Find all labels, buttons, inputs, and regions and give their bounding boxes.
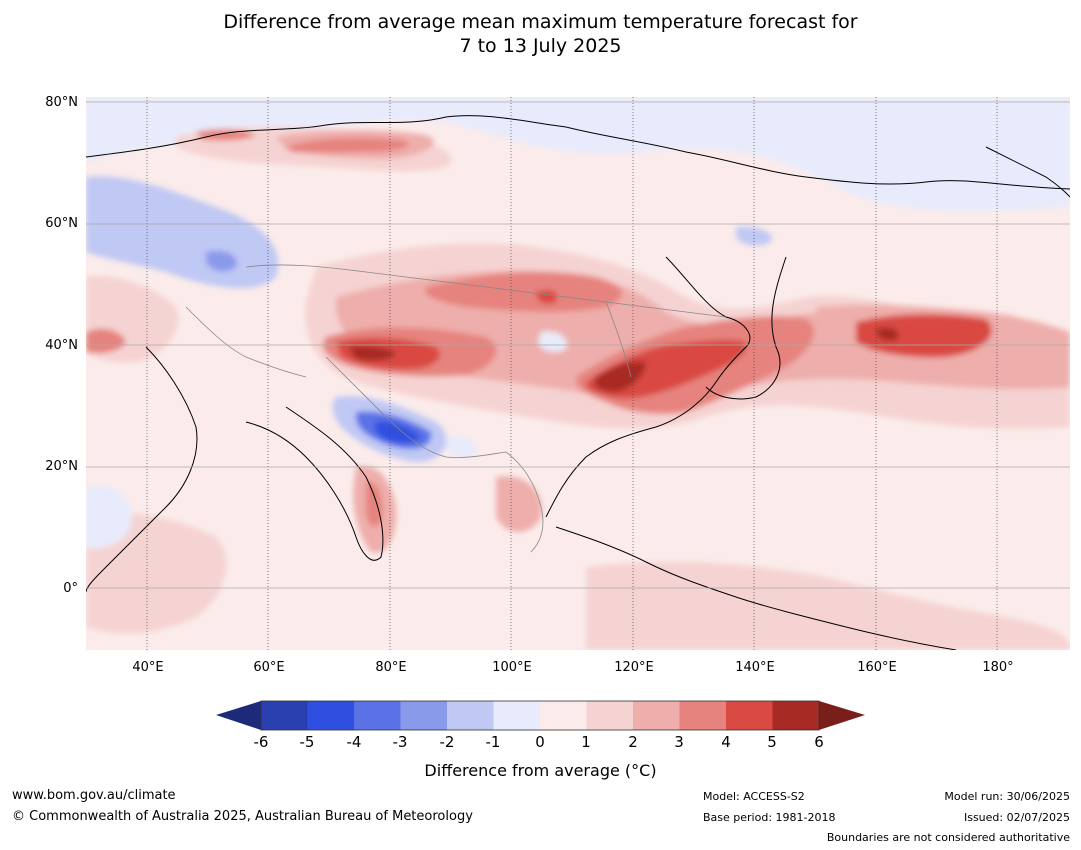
- hot-core-pacific: [876, 327, 899, 341]
- cool-sea-okhotsk: [736, 226, 772, 246]
- hot-caspian: [86, 328, 126, 354]
- warm-southeast-asia: [496, 476, 542, 532]
- hot-center-tibet: [348, 345, 396, 361]
- colorbar-tick: -2: [439, 733, 455, 751]
- colorbar-tick: -5: [299, 733, 315, 751]
- colorbar-bin-2-3: [633, 701, 680, 730]
- colorbar-bin-5-6: [772, 701, 819, 730]
- lon-label-40e: 40°E: [132, 660, 164, 675]
- colorbar-tick: 1: [581, 733, 591, 751]
- colorbar-tick: 0: [535, 733, 545, 751]
- colorbar-bin-neg2-neg1: [447, 701, 494, 730]
- colorbar-bin-3-4: [679, 701, 726, 730]
- cool-core-west-russia: [206, 250, 237, 272]
- colorbar-bin-0-1: [540, 701, 587, 730]
- colorbar-bin-4-5: [726, 701, 773, 730]
- hot-north-pacific: [856, 314, 992, 358]
- cool-arabian-patch: [86, 486, 132, 549]
- forecast-map[interactable]: [86, 97, 1070, 650]
- cool-region-east-siberia: [656, 127, 1070, 202]
- colorbar-tick: 5: [767, 733, 777, 751]
- lon-label-180: 180°: [982, 660, 1014, 675]
- website-link[interactable]: www.bom.gov.au/climate: [12, 788, 176, 803]
- colorbar-arrow-high: [819, 701, 865, 730]
- warm-indonesia: [586, 561, 1070, 650]
- colorbar: [216, 700, 865, 731]
- model-run-date: Model run: 30/06/2025: [944, 790, 1070, 803]
- colorbar-tick: 3: [674, 733, 684, 751]
- colorbar-outline: [260, 700, 820, 731]
- map-title: Difference from average mean maximum tem…: [0, 10, 1081, 58]
- colorbar-tick: -1: [485, 733, 501, 751]
- temperature-anomaly-field: [86, 97, 1070, 650]
- colorbar-tick: 4: [721, 733, 731, 751]
- warm-band-north-3: [286, 137, 409, 153]
- hot-core-east-china: [594, 361, 646, 392]
- title-line-2: 7 to 13 July 2025: [459, 35, 622, 57]
- lon-label-120e: 120°E: [614, 660, 654, 675]
- model-name: Model: ACCESS-S2: [703, 790, 805, 803]
- colorbar-bin-neg4-neg3: [354, 701, 401, 730]
- coastlines: [86, 115, 1070, 650]
- copyright-text: © Commonwealth of Australia 2025, Austra…: [12, 809, 473, 824]
- title-line-1: Difference from average mean maximum tem…: [223, 11, 858, 33]
- lat-label-20n: 20°N: [45, 459, 78, 474]
- base-period: Base period: 1981-2018: [703, 811, 836, 824]
- colorbar-bin-neg6-neg5: [261, 701, 308, 730]
- issued-date: Issued: 02/07/2025: [963, 811, 1070, 824]
- lon-label-140e: 140°E: [735, 660, 775, 675]
- lon-label-80e: 80°E: [375, 660, 407, 675]
- colorbar-tick: -3: [392, 733, 408, 751]
- colorbar-tick: -6: [253, 733, 269, 751]
- lon-label-100e: 100°E: [492, 660, 532, 675]
- colorbar-arrow-low: [216, 701, 261, 730]
- warm-indian-ocean-west: [86, 513, 227, 634]
- colorbar-label: Difference from average (°C): [424, 761, 657, 780]
- gridlines: [86, 97, 1070, 650]
- warm-patch-northwest: [196, 129, 256, 141]
- cool-bay-bengal: [446, 436, 477, 458]
- lat-label-80n: 80°N: [45, 95, 78, 110]
- colorbar-bin-neg1-0: [493, 701, 540, 730]
- colorbar-tick: 2: [628, 733, 638, 751]
- colorbar-tick: -4: [346, 733, 362, 751]
- lon-label-60e: 60°E: [253, 660, 285, 675]
- cool-region-north: [86, 97, 1070, 212]
- lat-label-60n: 60°N: [45, 216, 78, 231]
- colorbar-tick: 6: [814, 733, 824, 751]
- lat-label-40n: 40°N: [45, 338, 78, 353]
- cool-east-china-patch: [538, 331, 567, 353]
- colorbar-bin-1-2: [586, 701, 633, 730]
- country-borders: [185, 264, 727, 553]
- boundaries-disclaimer: Boundaries are not considered authoritat…: [826, 831, 1070, 844]
- map-canvas: [86, 97, 1070, 650]
- colorbar-bin-neg5-neg4: [307, 701, 354, 730]
- colorbar-bin-neg3-neg2: [400, 701, 447, 730]
- warm-core-south-india: [366, 481, 383, 527]
- lon-label-160e: 160°E: [857, 660, 897, 675]
- lat-label-0: 0°: [63, 581, 78, 596]
